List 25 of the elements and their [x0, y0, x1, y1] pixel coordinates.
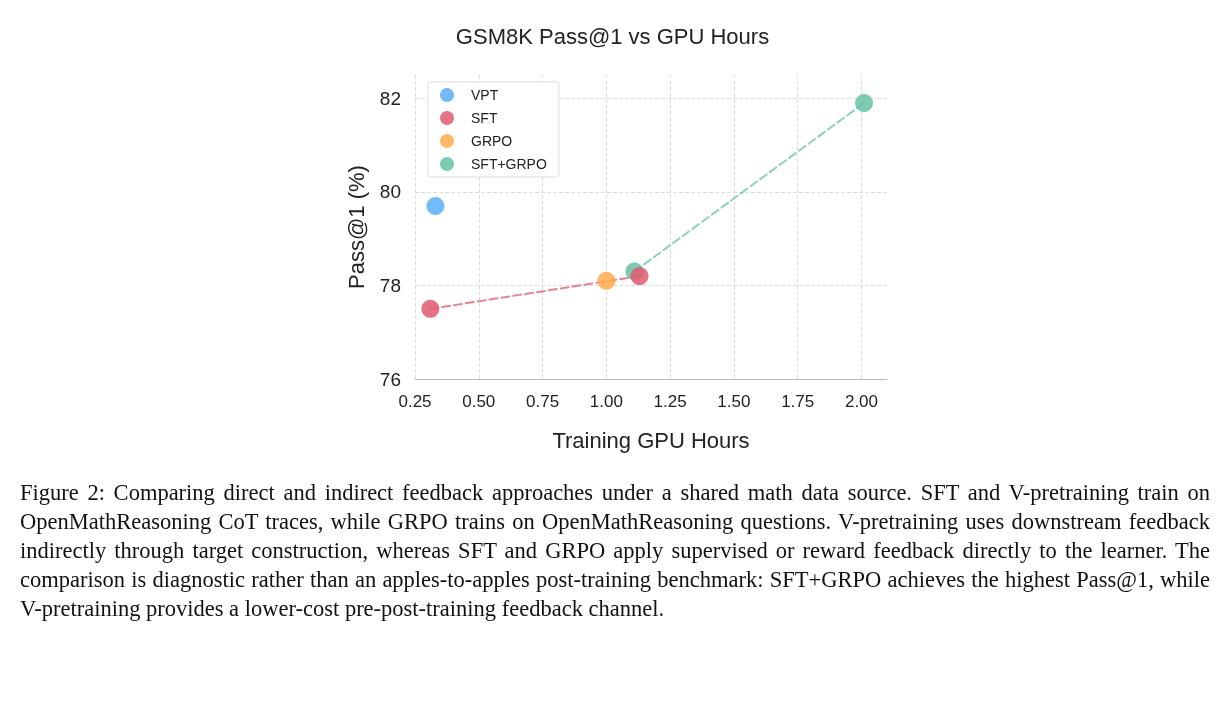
x-tick-label: 0.25: [398, 392, 432, 411]
x-tick-label: 1.75: [781, 392, 815, 411]
x-tick-label: 0.75: [526, 392, 560, 411]
point: [630, 267, 649, 286]
legend-label: SFT: [471, 110, 498, 126]
x-tick-label: 2.00: [844, 392, 879, 411]
y-tick-label: 80: [379, 181, 401, 203]
chart-title: GSM8K Pass@1 vs GPU Hours: [455, 23, 770, 49]
x-tick-label: 1.25: [653, 392, 687, 411]
y-tick-label: 76: [379, 368, 401, 390]
y-tick-label: 78: [379, 274, 401, 296]
point: [855, 94, 874, 113]
x-tick-label: 1.00: [589, 392, 623, 411]
x-tick-label: 0.50: [462, 392, 496, 411]
point: [421, 299, 440, 318]
legend-label: GRPO: [471, 133, 513, 149]
x-axis-title: Training GPU Hours: [552, 427, 750, 453]
x-tick-label: 1.50: [717, 392, 751, 411]
y-axis-title: Pass@1 (%): [343, 165, 369, 289]
y-tick-label: 82: [379, 87, 401, 109]
point: [597, 271, 616, 290]
caption: Figure 2: Comparing direct and indirect feedback approaches under a shared math data source. SFT and V-pretraining train on OpenMathReasoning CoT traces, while GRPO trains on OpenMathReasoning questions. V-pretraining uses downstream feedback indirectly through target construction, whereas SFT and GRPO apply supervised or reward feedback directly to the learner. The comparison is diagnostic rather than an apples-to-apples post-training benchmark: SFT+GRPO achieves the highest Pass@1, while V-pretraining provides a lower-cost pre-post-training feedback channel.: [20, 479, 1210, 623]
point: [426, 196, 445, 215]
legend-label: VPT: [471, 87, 499, 103]
legend-label: SFT+GRPO: [471, 156, 547, 172]
